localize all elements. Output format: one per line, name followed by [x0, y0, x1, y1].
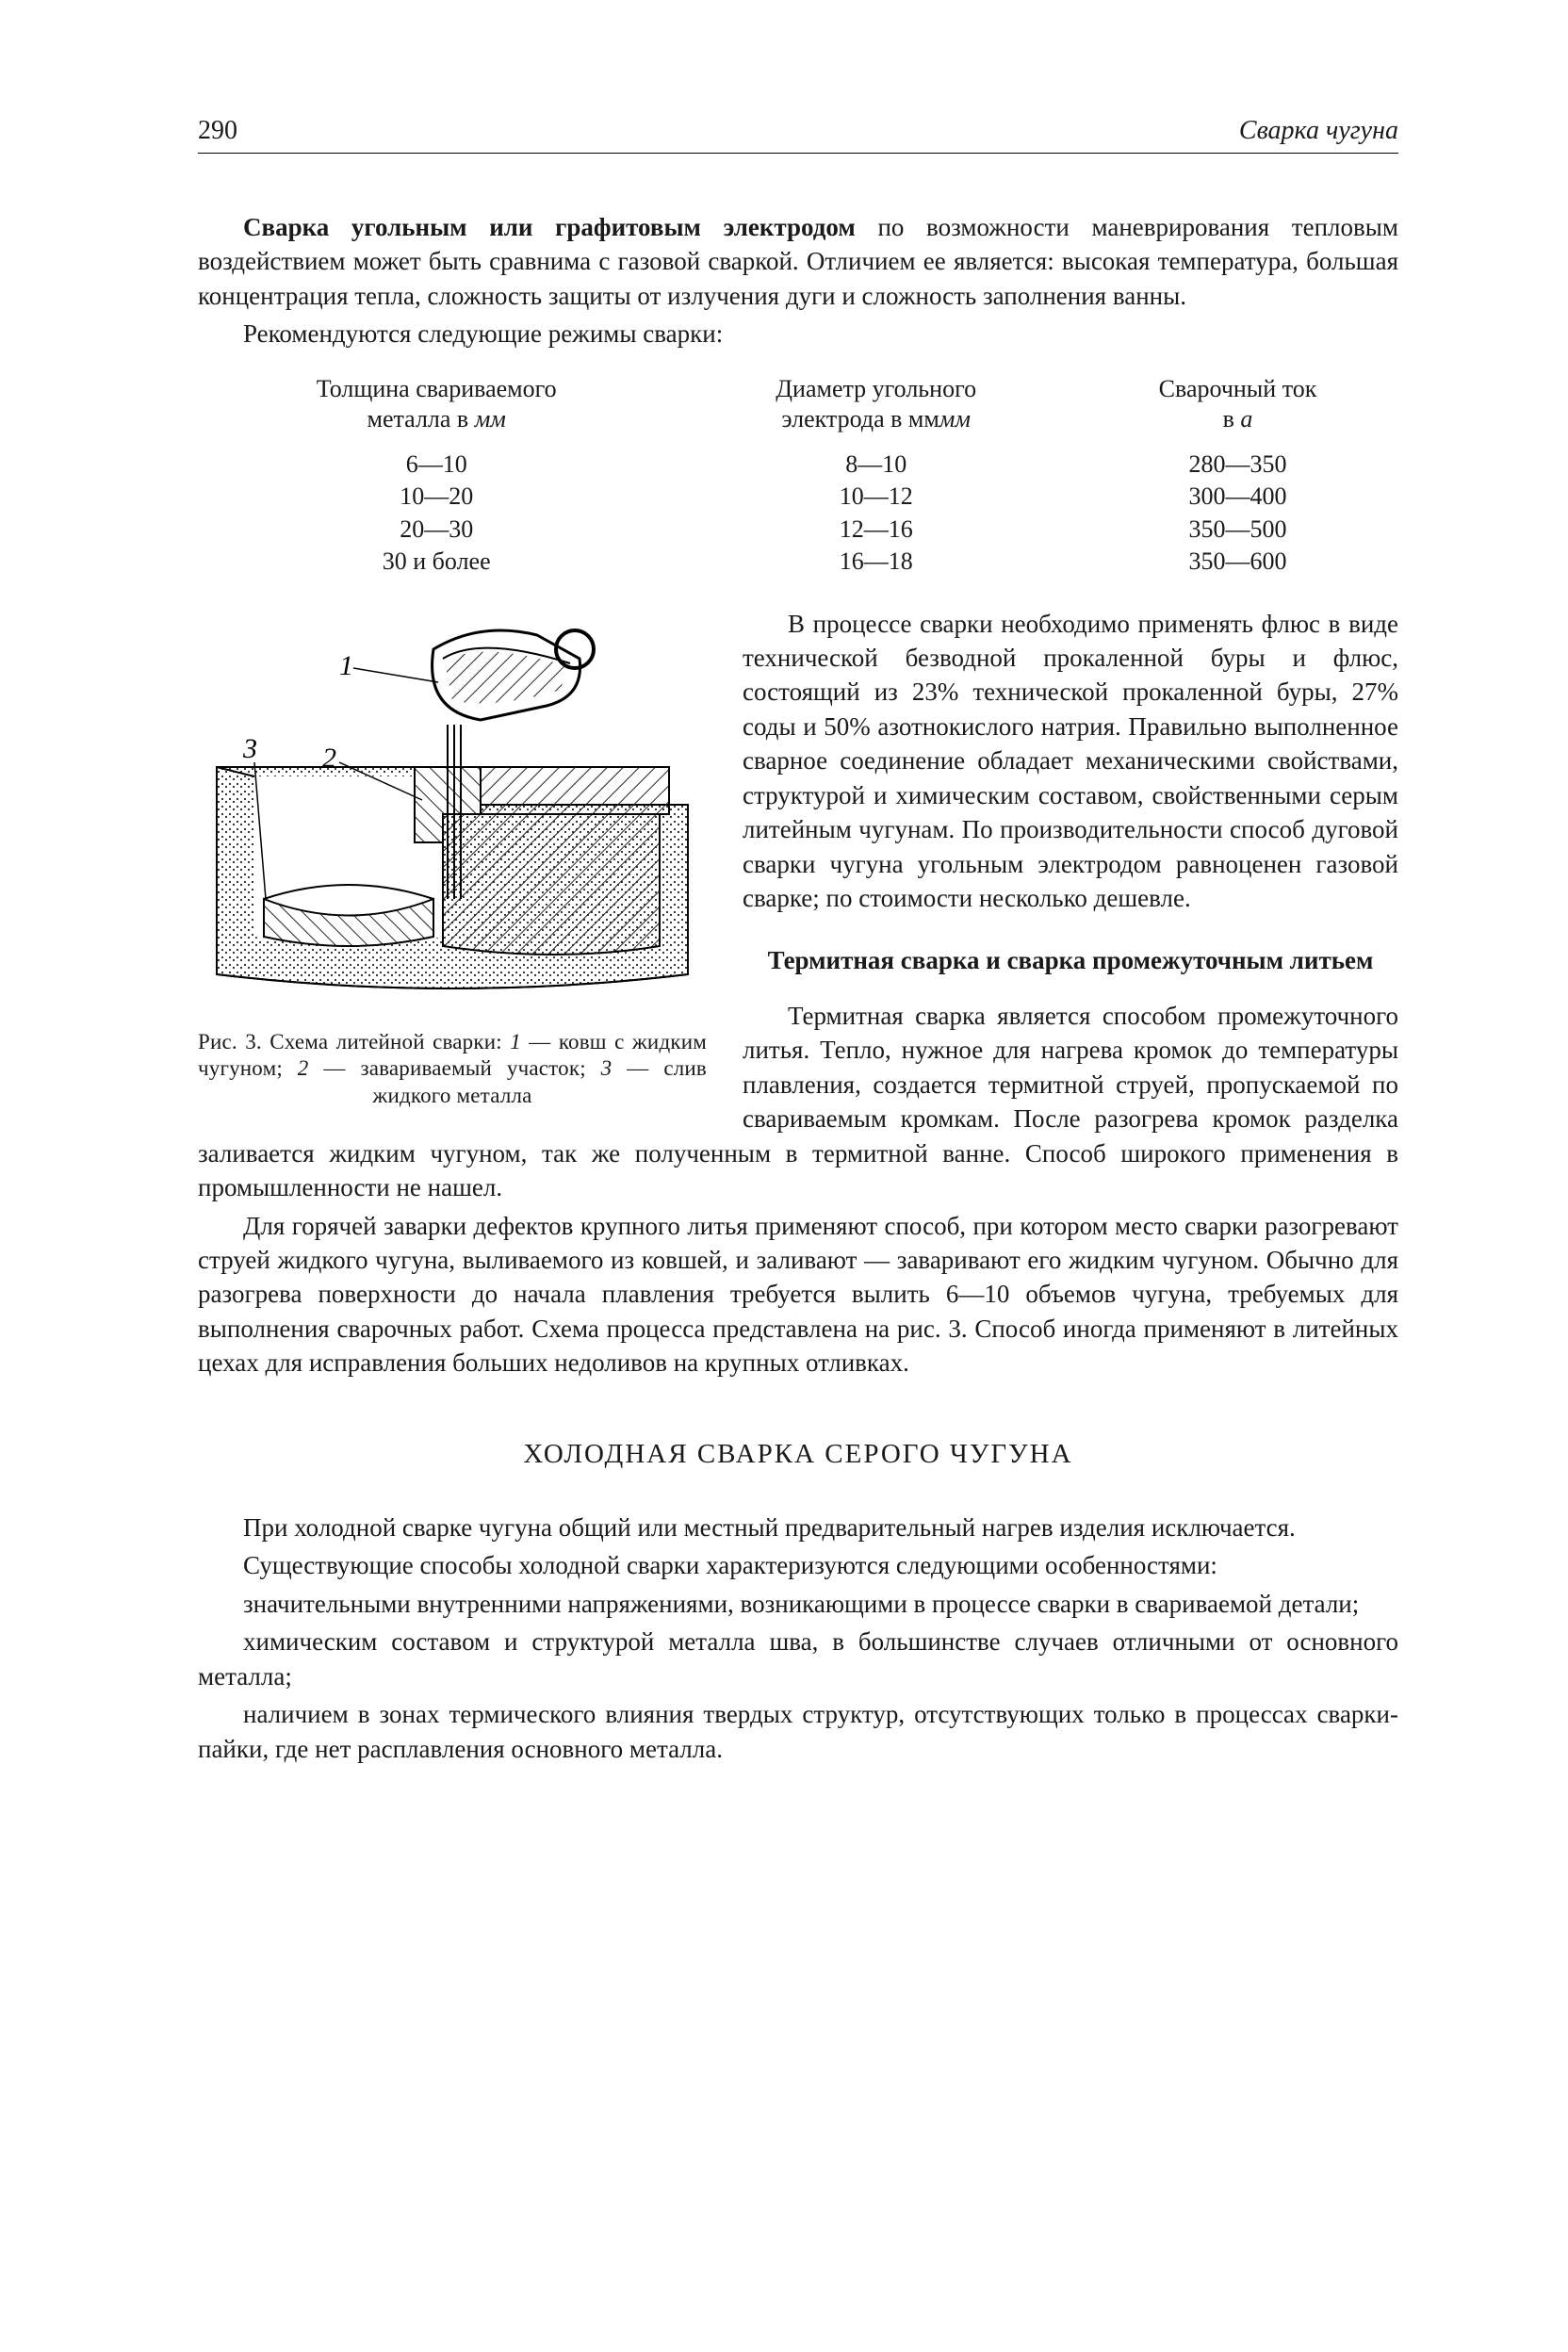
running-header: 290 Сварка чугуна [198, 113, 1398, 154]
table-row: 10—20 10—12 300—400 [198, 481, 1398, 514]
paragraph-6: При холодной сварке чугуна общий или мес… [198, 1511, 1398, 1544]
welding-modes-table-wrap: Толщина свариваемого металла в мм Диамет… [198, 372, 1398, 579]
table-row: 6—10 8—10 280—350 [198, 449, 1398, 482]
paragraph-9: химическим составом и структурой металла… [198, 1625, 1398, 1693]
cell: 350—600 [1077, 546, 1398, 579]
cell: 30 и более [198, 546, 675, 579]
paragraph-7: Существующие способы холодной сварки хар… [198, 1548, 1398, 1582]
svg-text:1: 1 [339, 650, 353, 681]
col-header-thickness: Толщина свариваемого металла в мм [198, 372, 675, 449]
table-row: 30 и более 16—18 350—600 [198, 546, 1398, 579]
cell: 8—10 [675, 449, 1077, 482]
table-row: 20—30 12—16 350—500 [198, 514, 1398, 547]
paragraph-2: Рекомендуются следующие режимы сварки: [198, 317, 1398, 351]
cell: 16—18 [675, 546, 1077, 579]
figure-3-svg: 1 2 3 [198, 616, 707, 1012]
cell: 300—400 [1077, 481, 1398, 514]
main-section-title: ХОЛОДНАЯ СВАРКА СЕРОГО ЧУГУНА [198, 1436, 1398, 1473]
cell: 12—16 [675, 514, 1077, 547]
page-number: 290 [198, 113, 237, 149]
svg-text:2: 2 [322, 743, 336, 774]
figure-3-caption: Рис. 3. Схема литейной сварки: 1 — ковш … [198, 1029, 707, 1110]
table-header-row: Толщина свариваемого металла в мм Диамет… [198, 372, 1398, 449]
page: 290 Сварка чугуна Сварка угольным или гр… [0, 0, 1568, 2352]
figure-3-drawing: 1 2 3 [198, 616, 707, 1012]
welding-modes-table: Толщина свариваемого металла в мм Диамет… [198, 372, 1398, 579]
col-header-diameter: Диаметр угольного электрода в мммм [675, 372, 1077, 449]
flow-section: 1 2 3 Рис. 3. Схема литейной сварки: 1 —… [198, 607, 1398, 1384]
cell: 350—500 [1077, 514, 1398, 547]
cell: 280—350 [1077, 449, 1398, 482]
figure-3: 1 2 3 Рис. 3. Схема литейной сварки: 1 —… [198, 616, 707, 1110]
svg-text:3: 3 [242, 733, 257, 764]
running-title: Сварка чугуна [1239, 113, 1398, 149]
cell: 6—10 [198, 449, 675, 482]
cell: 20—30 [198, 514, 675, 547]
cell: 10—20 [198, 481, 675, 514]
cell: 10—12 [675, 481, 1077, 514]
col-header-current: Сварочный ток в а [1077, 372, 1398, 449]
paragraph-1: Сварка угольным или графитовым электродо… [198, 210, 1398, 313]
paragraph-8: значительными внутренними напряжениями, … [198, 1587, 1398, 1621]
para1-lead: Сварка угольным или графитовым электродо… [243, 213, 856, 241]
paragraph-10: наличием в зонах термического влияния тв… [198, 1697, 1398, 1766]
paragraph-5: Для горячей заварки дефектов крупного ли… [198, 1209, 1398, 1380]
